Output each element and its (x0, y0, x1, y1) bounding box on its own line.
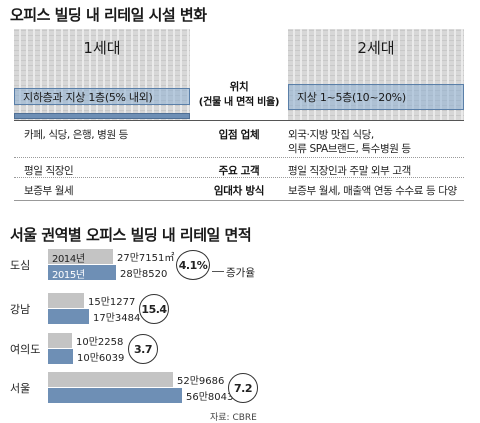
section-divider (14, 200, 464, 201)
section1-title: 오피스 빌딩 내 리테일 시설 변화 (10, 6, 207, 24)
bar-0-1 (48, 265, 116, 280)
ground-line (14, 120, 464, 121)
row-tenants-name: 입점 업체 (218, 129, 260, 141)
region-label-2: 여의도 (10, 343, 41, 356)
bar-1-0 (48, 293, 84, 308)
series-label-0: 2014년 (52, 254, 85, 265)
bar-0-0 (48, 249, 113, 264)
position-sub: (건물 내 면적 비율) (198, 97, 280, 108)
row-divider-1 (14, 157, 464, 158)
gen1-basement (14, 113, 190, 119)
bar-3-1 (48, 388, 182, 403)
value-label-1-0: 15만1277 (88, 297, 136, 308)
row-tenants-right-2: 의류 SPA브랜드, 특수병원 등 (288, 143, 411, 155)
row-divider-2 (14, 177, 464, 178)
row-customers-left: 평일 직장인 (24, 165, 74, 177)
value-label-3-1: 56만8043 (186, 392, 234, 403)
region-label-3: 서울 (10, 382, 31, 395)
growth-bubble-0: 4.1% (176, 250, 210, 280)
section2-title: 서울 권역별 오피스 빌딩 내 리테일 면적 (10, 226, 252, 244)
value-label-3-0: 52만9686 (177, 376, 225, 387)
value-label-0-1: 28만8520 (120, 269, 168, 280)
bar-1-1 (48, 309, 89, 324)
growth-bubble-1: 15.4 (139, 294, 169, 324)
value-label-2-0: 10만2258 (76, 337, 124, 348)
growth-bubble-3: 7.2 (228, 373, 258, 403)
region-label-0: 도심 (10, 259, 31, 272)
position-label: 위치 (229, 81, 249, 93)
gen2-label: 2세대 (357, 39, 395, 57)
row-customers-right: 평일 직장인과 주말 외부 고객 (288, 165, 411, 177)
row-customers-name: 주요 고객 (218, 165, 260, 177)
series-label-1: 2015년 (52, 270, 85, 281)
gen2-floor-band: 지상 1~5층(10~20%) (288, 84, 464, 110)
row-lease-name: 임대차 방식 (213, 185, 265, 197)
source-note: 자료: CBRE (210, 413, 257, 423)
bar-3-0 (48, 372, 173, 387)
gen1-floor-band: 지하층과 지상 1층(5% 내외) (14, 88, 190, 105)
bar-2-1 (48, 349, 73, 364)
value-label-1-1: 17만3484 (93, 313, 141, 324)
growth-bubble-2: 3.7 (128, 334, 158, 364)
value-label-2-1: 10만6039 (77, 353, 125, 364)
bar-2-0 (48, 333, 72, 348)
row-tenants-left: 카페, 식당, 은행, 병원 등 (24, 129, 128, 141)
row-lease-right: 보증부 월세, 매출액 연동 수수료 등 다양 (288, 185, 457, 197)
row-lease-left: 보증부 월세 (24, 185, 74, 197)
growth-legend-line (212, 271, 224, 272)
gen1-label: 1세대 (83, 39, 121, 57)
growth-legend: 증가율 (226, 267, 255, 279)
region-label-1: 강남 (10, 303, 31, 316)
value-label-0-0: 27만7151㎡ (117, 253, 175, 264)
row-tenants-right-1: 외국·지방 맛집 식당, (288, 129, 374, 141)
